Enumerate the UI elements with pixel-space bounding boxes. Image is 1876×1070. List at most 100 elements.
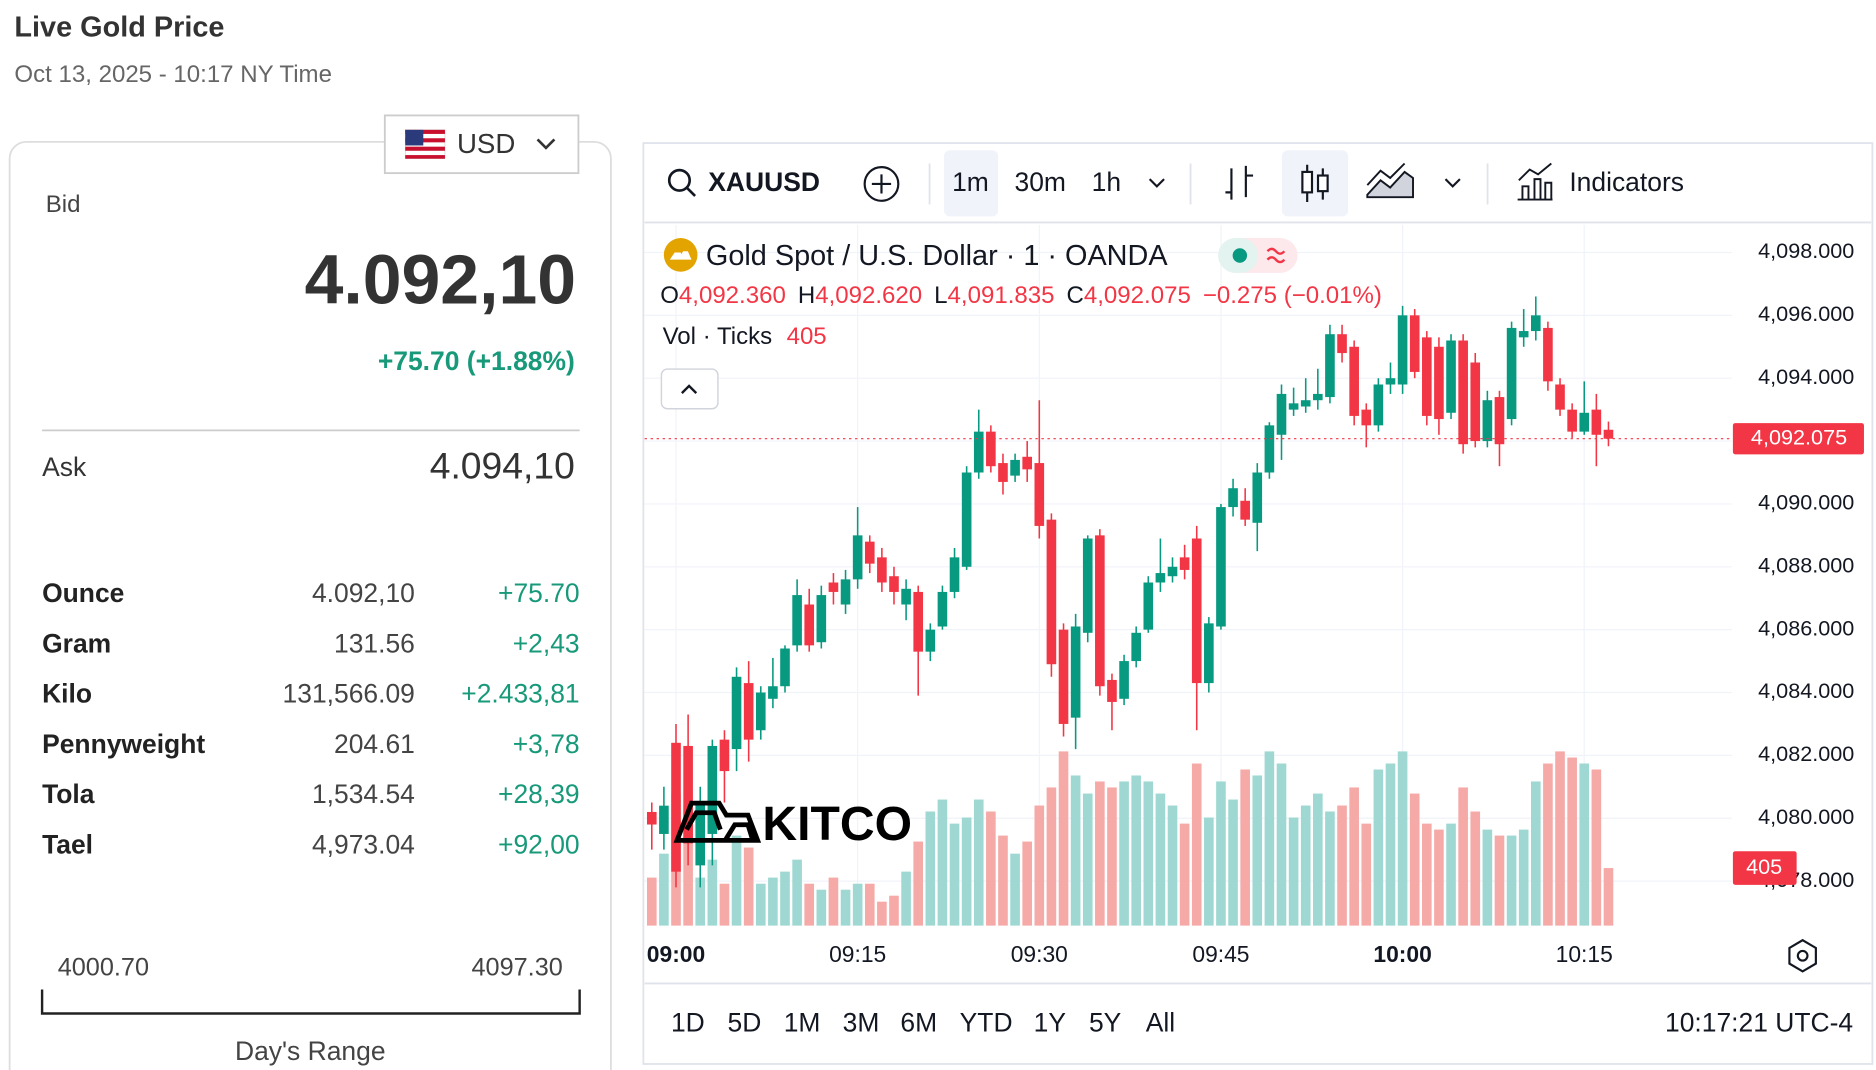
candle-body (1506, 327, 1517, 420)
candle-body (804, 604, 815, 646)
volume-bar (889, 895, 899, 926)
compare-button[interactable] (863, 166, 900, 202)
candle-body (1373, 384, 1384, 426)
ohlc-key: O (660, 282, 679, 309)
volume-bar (1325, 811, 1335, 926)
indicators-button[interactable]: Indicators (1517, 162, 1684, 201)
range-button[interactable]: 1M (784, 1007, 821, 1037)
range-button[interactable]: 5Y (1089, 1007, 1122, 1037)
unit-change: +28,39 (498, 779, 580, 809)
bar-style-button[interactable] (1225, 165, 1254, 200)
candle-body (961, 472, 972, 567)
unit-price: 204.61 (334, 729, 415, 759)
volume-bar (1228, 799, 1238, 926)
currency-select[interactable]: USD (383, 114, 580, 175)
candle-body (1313, 393, 1323, 401)
candle-body (731, 676, 742, 750)
volume-bar (1058, 751, 1069, 926)
unit-name: Tola (42, 779, 95, 809)
indicators-label[interactable]: Indicators (1569, 167, 1684, 197)
volume-bar (1082, 793, 1093, 926)
candle-body (755, 692, 766, 731)
range-button[interactable]: 1Y (1034, 1007, 1067, 1037)
interval-button[interactable]: 30m (1014, 167, 1065, 197)
candle-body (1470, 362, 1481, 442)
candle-body (913, 591, 924, 652)
candle-body (719, 739, 730, 772)
range-button[interactable]: 6M (900, 1007, 937, 1037)
unit-price: 131,566.09 (283, 679, 415, 709)
candle-body (1458, 340, 1468, 445)
volume-bar (1095, 781, 1105, 926)
range-low: 4000.70 (58, 954, 149, 982)
candle-body (743, 683, 754, 740)
volume-value: 405 (787, 323, 827, 350)
chart-title: Gold Spot / U.S. Dollar · 1 · OANDA (706, 240, 1168, 272)
style-chevron[interactable] (1444, 178, 1461, 188)
range-button[interactable]: 3M (843, 1007, 880, 1037)
candle-body (1349, 346, 1359, 416)
volume-bar (1422, 823, 1432, 926)
volume-bar (1555, 751, 1565, 926)
volume-bar (1530, 781, 1541, 926)
volume-bar (1579, 763, 1590, 926)
unit-table: Ounce 4.092,10 +75.70 Gram 131.56 +2,43 Kilo 13… (42, 578, 580, 859)
unit-price: 131.56 (334, 628, 415, 658)
candle-body (1191, 538, 1202, 684)
range-button[interactable]: All (1146, 1007, 1175, 1037)
x-tick-label: 09:30 (1011, 941, 1068, 967)
candle-body (780, 648, 790, 687)
volume-legend: Vol · Ticks 405 (663, 323, 827, 350)
ohlc-key: C (1067, 282, 1084, 309)
symbol-search[interactable]: XAUUSD (667, 167, 820, 197)
volume-bar (707, 859, 718, 926)
candle-body (1179, 557, 1190, 570)
candle-body (1240, 500, 1250, 520)
symbol-logo-bars (669, 251, 692, 260)
volume-bar (683, 805, 693, 926)
chevron-icon (536, 138, 556, 150)
candle-body (1276, 393, 1287, 435)
interval-button[interactable]: 1h (1092, 167, 1121, 197)
range-button[interactable]: 1D (671, 1007, 705, 1037)
range-bar (40, 989, 581, 1015)
y-tick-label: 4,096.000 (1758, 301, 1854, 326)
volume-bar (1434, 829, 1444, 926)
collapse-button[interactable] (660, 368, 719, 410)
volume-bar (1143, 781, 1154, 926)
chart-legend: Gold Spot / U.S. Dollar · 1 · OANDA O 4,0… (660, 238, 1382, 410)
candle-body (1300, 400, 1311, 407)
volume-bar (1518, 829, 1529, 926)
volume-bar (840, 889, 851, 926)
candle-body (998, 463, 1008, 482)
candle-body (1482, 400, 1493, 442)
range-button[interactable]: YTD (960, 1007, 1013, 1037)
candle-body (901, 588, 911, 605)
ask-price: 4.094,10 (430, 445, 575, 487)
status-wave (1266, 247, 1286, 264)
search-icon (667, 168, 691, 192)
volume-bar (1264, 751, 1275, 926)
ohlc-key: H (798, 282, 815, 309)
candle-body (1143, 582, 1154, 630)
volume-tag (1732, 851, 1797, 885)
y-tick-label: 4,086.000 (1758, 615, 1854, 640)
candle-body (1095, 535, 1105, 687)
volume-bar (1107, 787, 1117, 926)
interval-button[interactable]: 1m (952, 167, 989, 197)
unit-name: Ounce (42, 578, 124, 608)
area-style-button[interactable] (1366, 162, 1414, 199)
volume-bar (1155, 793, 1166, 926)
candle-body (986, 431, 996, 467)
ohlc-value: 4,091.835 (948, 282, 1055, 309)
candle-style-button[interactable] (1301, 164, 1329, 202)
last-price-tag (1732, 423, 1864, 455)
symbol[interactable]: XAUUSD (708, 167, 820, 197)
settings-button[interactable] (1788, 938, 1817, 973)
interval-chevron[interactable] (1148, 178, 1165, 188)
candle-body (1494, 397, 1505, 445)
currency-label[interactable]: USD (457, 128, 515, 159)
range-button[interactable]: 5D (727, 1007, 761, 1037)
volume-bar (816, 889, 827, 926)
